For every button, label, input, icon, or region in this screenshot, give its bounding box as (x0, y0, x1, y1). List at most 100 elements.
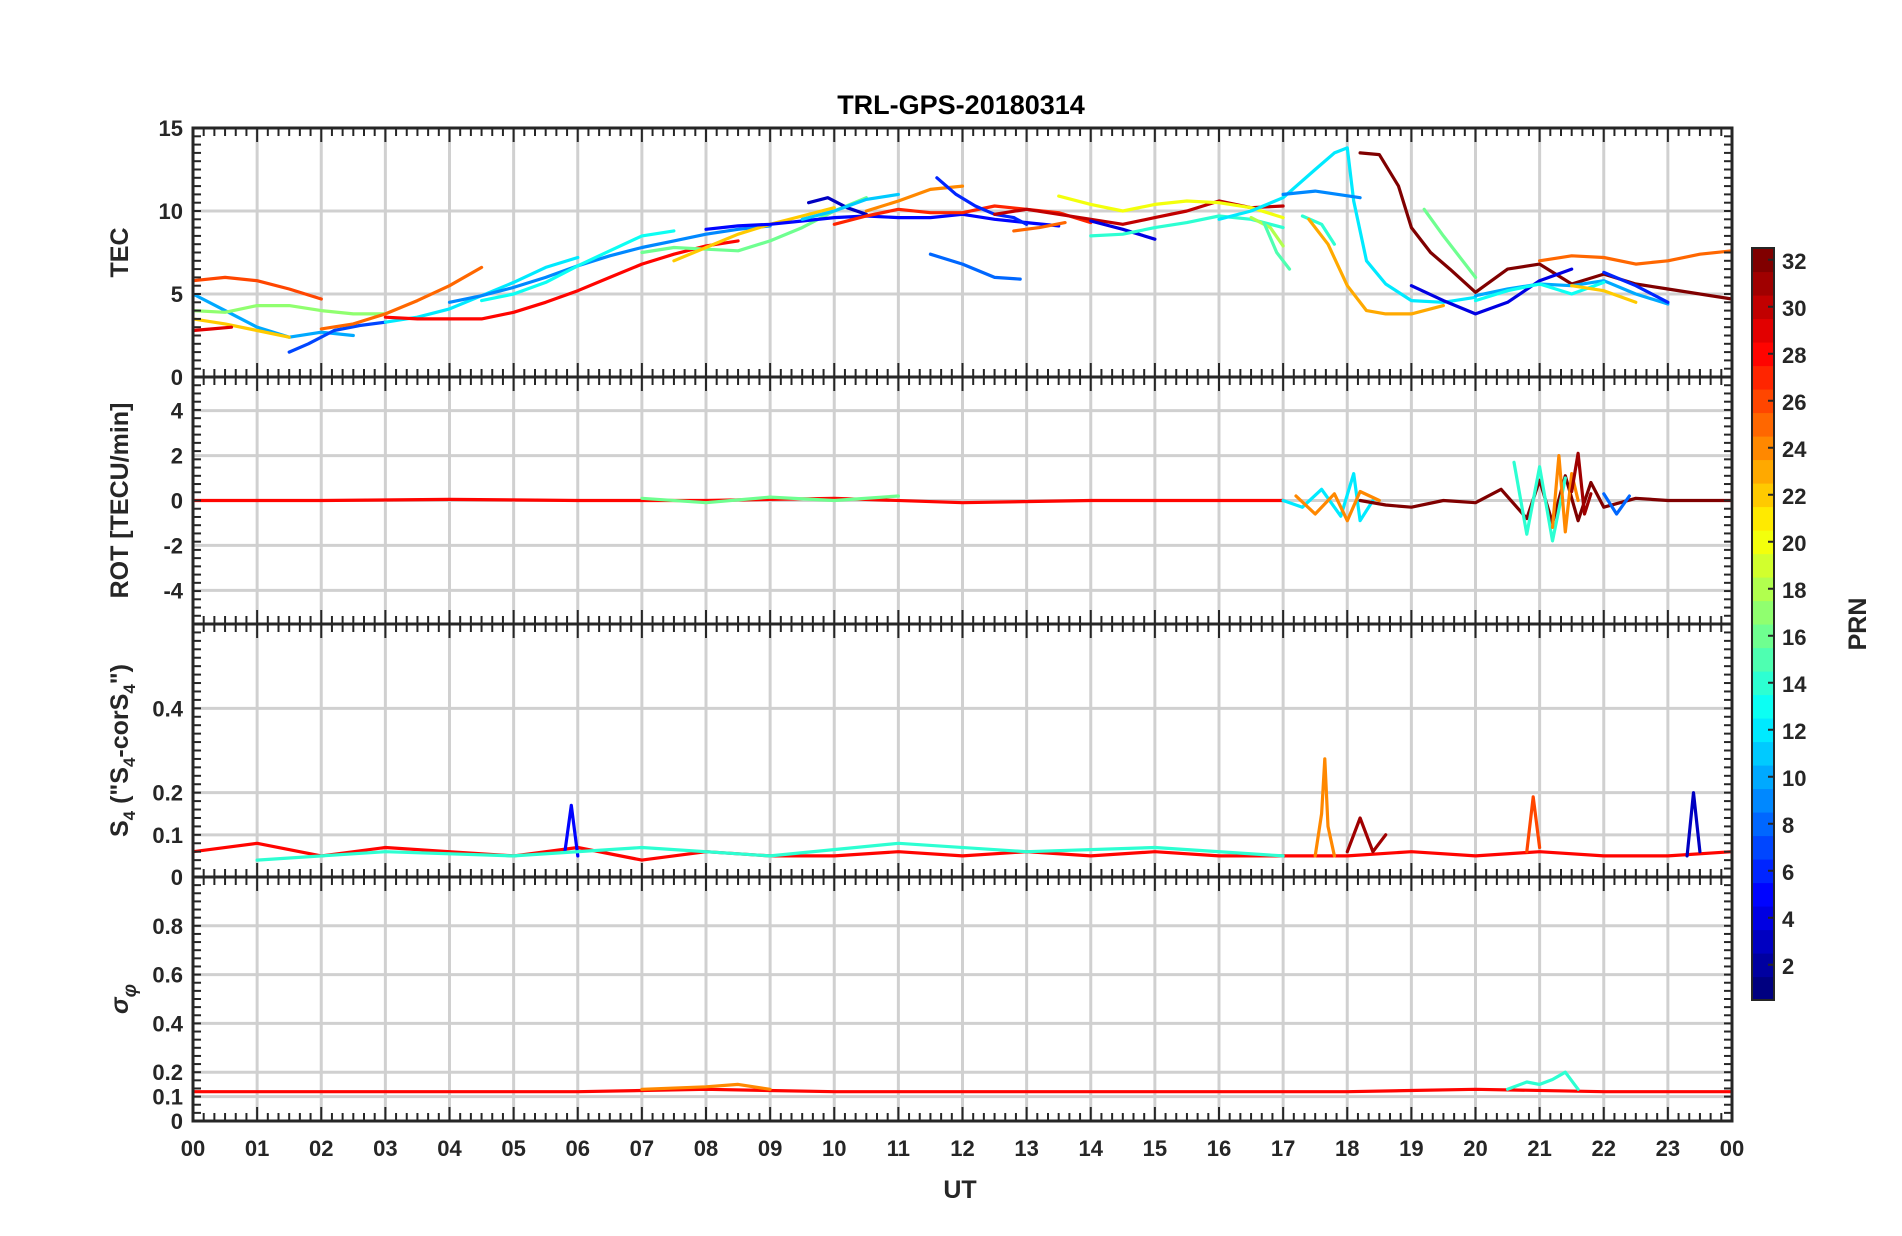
colorbar-tick-label: 18 (1782, 578, 1806, 603)
series-prn-8 (928, 252, 1022, 281)
series-prn-17 (193, 304, 387, 316)
s4-series-group (193, 757, 1732, 862)
colorbar-segment (1752, 647, 1774, 672)
colorbar-segment (1752, 694, 1774, 719)
colorbar-tick-label: 4 (1782, 907, 1795, 932)
colorbar-frame (1751, 247, 1775, 1001)
colorbar-segment (1752, 436, 1774, 461)
colorbar-segment (1752, 976, 1774, 1001)
colorbar-tick-label: 24 (1782, 437, 1807, 462)
colorbar-tick-label: 26 (1782, 390, 1806, 415)
series-prn-4 (1089, 219, 1157, 241)
y-tick-label: 0 (171, 865, 183, 890)
colorbar-label: PRN (1844, 598, 1872, 651)
x-tick-label: 06 (566, 1136, 590, 1161)
series-prn-12 (1281, 472, 1375, 523)
colorbar-tick-label: 16 (1782, 625, 1806, 650)
series-prn-6 (935, 176, 1029, 226)
series-prn-24 (640, 1082, 772, 1091)
colorbar-segment (1752, 812, 1774, 837)
colorbar-segment (1752, 718, 1774, 743)
colorbar-segment (1752, 882, 1774, 907)
series-prn-14 (255, 841, 1285, 862)
y-tick-label: 0 (171, 1109, 183, 1134)
colorbar-tick-label: 2 (1782, 954, 1794, 979)
y-axis-label: ROT [TECU/min] (106, 403, 134, 599)
panel-tec: 0 5 10 15 TEC (106, 116, 1734, 390)
series-prn-29 (193, 325, 234, 333)
colorbar-segment (1752, 295, 1774, 320)
series-prn-3 (806, 196, 868, 216)
x-tick-label: 10 (822, 1136, 846, 1161)
x-tick-label: 13 (1014, 1136, 1038, 1161)
colorbar-tick-label: 6 (1782, 860, 1794, 885)
x-axis: 00 01 02 03 04 05 06 07 08 09 10 11 12 13 14 15 16 17 18 19… (181, 1136, 1744, 1161)
series-prn-22 (193, 317, 291, 339)
colorbar-tick-label: 32 (1782, 249, 1806, 274)
colorbar-segment (1752, 788, 1774, 813)
series-prn-22 (1570, 284, 1638, 304)
chart-title: TRL-GPS-20180314 (837, 90, 1085, 120)
y-tick-label: 0.6 (152, 963, 183, 988)
series-prn-5 (563, 803, 580, 858)
colorbar-segment (1752, 553, 1774, 578)
series-prn-26 (1525, 795, 1542, 854)
x-tick-label: 20 (1463, 1136, 1487, 1161)
series-prn-24 (1313, 757, 1337, 858)
series-prn-20 (1057, 194, 1285, 220)
colorbar-segment (1752, 530, 1774, 555)
colorbar-segment (1752, 342, 1774, 367)
series-prn-25 (1012, 221, 1067, 233)
colorbar-segment (1752, 765, 1774, 790)
series-prn-28 (193, 496, 1285, 505)
x-tick-label: 21 (1527, 1136, 1551, 1161)
y-tick-label: -2 (163, 533, 183, 558)
series-prn-18 (1249, 216, 1285, 248)
y-tick-label: 0.4 (152, 696, 183, 721)
x-tick-label: 09 (758, 1136, 782, 1161)
colorbar-tick-label: 20 (1782, 531, 1806, 556)
series-prn-5 (704, 212, 1061, 231)
x-axis-label: UT (943, 1176, 976, 1204)
x-tick-label: 11 (887, 1136, 910, 1161)
series-prn-13 (480, 229, 676, 303)
colorbar-segment (1752, 953, 1774, 978)
x-tick-label: 03 (373, 1136, 397, 1161)
y-axis-label: S4 ("S4-corS4") (106, 664, 139, 837)
colorbar-segment (1752, 318, 1774, 343)
series-prn-12 (1217, 146, 1478, 304)
y-tick-label: 0.4 (152, 1011, 183, 1036)
x-tick-label: 04 (437, 1136, 462, 1161)
series-prn-26 (193, 275, 323, 301)
sigma_phi-series-group (193, 1070, 1732, 1094)
x-tick-label: 00 (1720, 1136, 1744, 1161)
series-prn-13 (1473, 280, 1606, 303)
y-tick-label: -4 (163, 578, 183, 603)
x-tick-label: 16 (1207, 1136, 1231, 1161)
series-prn-8 (1602, 492, 1632, 516)
x-tick-label: 18 (1335, 1136, 1359, 1161)
colorbar-segment (1752, 859, 1774, 884)
x-tick-label: 22 (1592, 1136, 1616, 1161)
colorbar-tick-label: 10 (1782, 766, 1806, 791)
series-prn-4 (1409, 267, 1574, 316)
colorbar-tick-label: 28 (1782, 343, 1806, 368)
colorbar-segment (1752, 483, 1774, 508)
series-prn-31 (1345, 816, 1388, 854)
series-prn-16 (1422, 207, 1478, 279)
colorbar-segment (1752, 459, 1774, 484)
y-tick-label: 0.8 (152, 914, 183, 939)
x-tick-label: 12 (950, 1136, 974, 1161)
x-tick-label: 05 (501, 1136, 525, 1161)
series-prn-7 (287, 320, 387, 354)
series-prn-9 (447, 224, 772, 304)
series-prn-11 (800, 192, 901, 221)
series-prn-28 (383, 239, 740, 321)
x-tick-label: 08 (694, 1136, 718, 1161)
colorbar-tick-label: 22 (1782, 484, 1806, 509)
rot-series-group (193, 451, 1732, 543)
y-tick-label: 15 (159, 116, 183, 141)
y-axis-label: TEC (106, 228, 134, 278)
